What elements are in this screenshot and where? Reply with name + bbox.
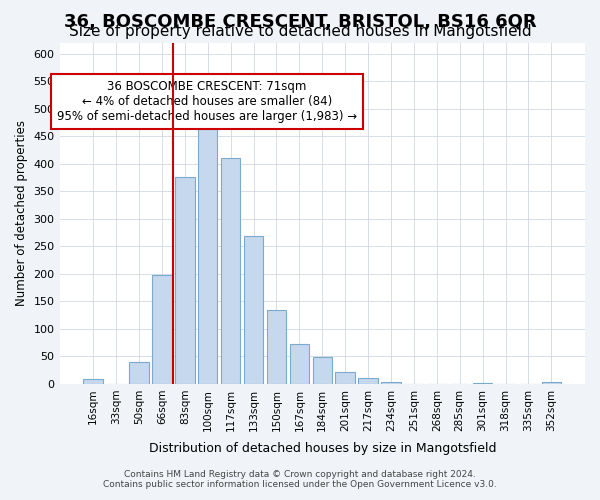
- X-axis label: Distribution of detached houses by size in Mangotsfield: Distribution of detached houses by size …: [149, 442, 496, 455]
- Bar: [313, 357, 332, 384]
- Bar: [358, 378, 378, 384]
- Y-axis label: Number of detached properties: Number of detached properties: [15, 120, 28, 306]
- Text: Size of property relative to detached houses in Mangotsfield: Size of property relative to detached ho…: [68, 24, 532, 39]
- Bar: [473, 383, 493, 384]
- Bar: [152, 276, 172, 384]
- Bar: [175, 178, 194, 384]
- Bar: [198, 112, 217, 384]
- Bar: [381, 382, 401, 384]
- Bar: [542, 382, 561, 384]
- Bar: [244, 236, 263, 384]
- Bar: [83, 380, 103, 384]
- Bar: [129, 362, 149, 384]
- Bar: [267, 310, 286, 384]
- Text: 36 BOSCOMBE CRESCENT: 71sqm
← 4% of detached houses are smaller (84)
95% of semi: 36 BOSCOMBE CRESCENT: 71sqm ← 4% of deta…: [56, 80, 357, 123]
- Bar: [290, 344, 309, 384]
- Text: 36, BOSCOMBE CRESCENT, BRISTOL, BS16 6QR: 36, BOSCOMBE CRESCENT, BRISTOL, BS16 6QR: [64, 12, 536, 30]
- Text: Contains HM Land Registry data © Crown copyright and database right 2024.
Contai: Contains HM Land Registry data © Crown c…: [103, 470, 497, 489]
- Bar: [335, 372, 355, 384]
- Bar: [221, 158, 241, 384]
